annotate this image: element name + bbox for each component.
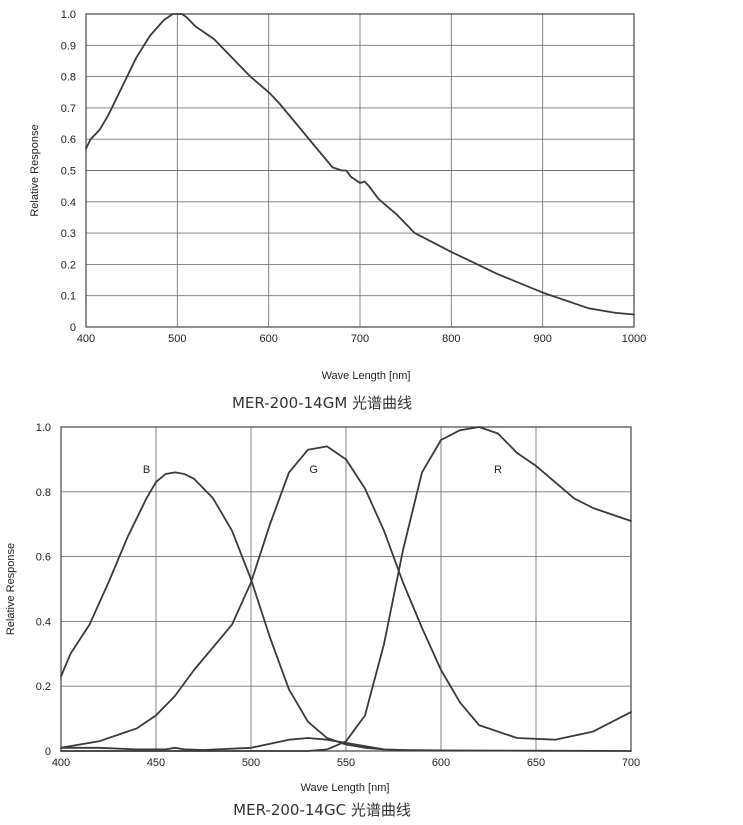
y-tick-label: 0.3	[61, 228, 76, 240]
x-tick-label: 400	[77, 333, 95, 345]
y-tick-label: 0.1	[61, 291, 76, 303]
x-tick-label: 500	[242, 757, 260, 769]
x-axis-label: Wave Length [nm]	[322, 370, 411, 382]
x-tick-label: 600	[259, 333, 277, 345]
y-tick-label: 1.0	[36, 422, 51, 434]
y-tick-label: 0.4	[36, 616, 51, 628]
x-axis-label: Wave Length [nm]	[301, 782, 390, 794]
x-tick-label: 400	[52, 757, 70, 769]
x-tick-label: 700	[351, 333, 369, 345]
series-g-label: G	[309, 464, 318, 476]
x-tick-label: 550	[337, 757, 355, 769]
y-tick-label: 0.6	[61, 134, 76, 146]
series-g-line	[60, 445, 632, 749]
x-tick-label: 450	[147, 757, 165, 769]
color-spectral-chart: 400 450 500 550 600 650 700 0 0.2 0.4 0.6 0.8 1.0 Wav…	[5, 422, 640, 794]
y-tick-label: 0.5	[61, 166, 76, 178]
x-tick-label: 700	[622, 757, 640, 769]
mono-spectral-chart: 400 500 600 700 800 900 1000 0 0.1 0.2 0.3 0.4 0.5 0.…	[29, 9, 646, 382]
color-chart-caption: MER-200-14GC 光谱曲线	[233, 801, 411, 819]
y-tick-label: 0.9	[61, 40, 76, 52]
x-tick-label: 500	[168, 333, 186, 345]
series-line	[85, 13, 635, 316]
x-tick-label: 650	[527, 757, 545, 769]
y-tick-label: 0.8	[61, 72, 76, 84]
y-tick-label: 0.6	[36, 552, 51, 564]
x-tick-label: 1000	[622, 333, 646, 345]
y-tick-label: 0.4	[61, 197, 76, 209]
x-tick-label: 900	[533, 333, 551, 345]
y-tick-label: 0.2	[36, 681, 51, 693]
series-r-line	[60, 426, 632, 752]
x-tick-label: 800	[442, 333, 460, 345]
y-tick-label: 0	[70, 322, 76, 334]
mono-chart-caption: MER-200-14GM 光谱曲线	[232, 394, 412, 412]
plot-frame	[60, 426, 632, 752]
series-b-baseline-line	[60, 737, 385, 751]
y-tick-label: 0.2	[61, 259, 76, 271]
y-axis-label: Relative Response	[5, 543, 17, 635]
y-tick-label: 1.0	[61, 9, 76, 21]
x-tick-label: 600	[432, 757, 450, 769]
y-tick-label: 0.8	[36, 487, 51, 499]
y-axis-label: Relative Response	[29, 124, 41, 216]
series-b-label: B	[143, 464, 150, 476]
y-tick-label: 0	[45, 746, 51, 758]
plot-frame	[85, 13, 635, 328]
series-r-label: R	[494, 464, 502, 476]
y-tick-label: 0.7	[61, 103, 76, 115]
